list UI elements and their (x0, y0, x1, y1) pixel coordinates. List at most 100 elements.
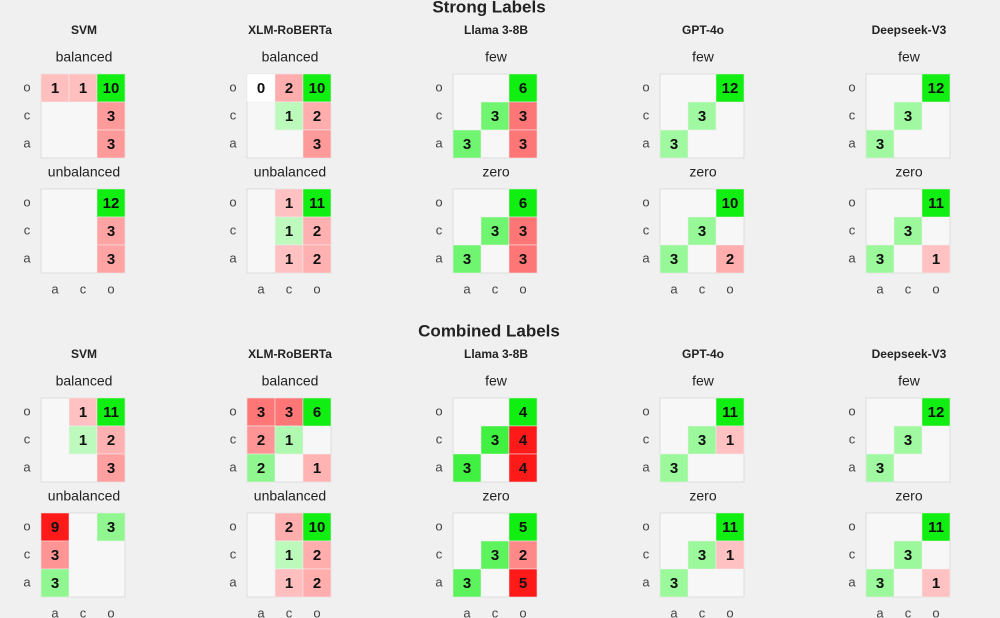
row-label: o (435, 518, 442, 533)
cell-value: 1 (932, 575, 940, 592)
cell (893, 425, 923, 455)
cell-value: 2 (313, 251, 321, 268)
row-label: o (642, 518, 649, 533)
col-label: c (905, 605, 912, 618)
row-label: o (642, 79, 649, 94)
cell (893, 216, 923, 246)
model-name: Llama 3-8B (464, 23, 528, 37)
col-label: a (876, 605, 884, 618)
cell-value: 1 (285, 575, 293, 592)
cell-value: 3 (876, 460, 884, 477)
model-name: GPT-4o (682, 347, 724, 361)
row-label: a (229, 459, 237, 474)
cell-value: 10 (722, 195, 739, 212)
cell (508, 397, 538, 427)
cell-value: 11 (309, 195, 325, 212)
row-label: o (435, 403, 442, 418)
row-label: a (23, 250, 31, 265)
matrix-title: few (898, 373, 921, 389)
matrix-title: balanced (56, 49, 113, 65)
matrix-title: zero (895, 488, 922, 504)
cell-value: 1 (79, 432, 87, 449)
cell (508, 568, 538, 598)
row-label: o (435, 194, 442, 209)
col-label: a (257, 281, 265, 296)
cell (715, 512, 745, 542)
row-label: a (848, 574, 856, 589)
cell-value: 12 (928, 80, 945, 97)
row-label: a (435, 574, 443, 589)
row-label: c (643, 431, 650, 446)
cell-value: 1 (285, 195, 293, 212)
cell (715, 540, 745, 570)
col-label: c (699, 605, 706, 618)
col-label: o (107, 281, 114, 296)
row-label: c (436, 431, 443, 446)
cell-value: 3 (463, 575, 471, 592)
cell-value: 3 (904, 432, 912, 449)
row-label: a (642, 135, 650, 150)
col-label: c (905, 281, 912, 296)
cell (96, 73, 126, 103)
cell (302, 188, 332, 218)
cell (96, 425, 126, 455)
model-name: GPT-4o (682, 23, 724, 37)
cell (865, 129, 895, 159)
cell-value: 0 (257, 80, 265, 97)
cell (508, 129, 538, 159)
col-label: o (726, 281, 733, 296)
row-label: c (24, 222, 31, 237)
cell (246, 453, 276, 483)
cell-value: 3 (491, 547, 499, 564)
cell-value: 3 (107, 223, 115, 240)
cell-value: 3 (463, 251, 471, 268)
col-label: a (463, 281, 471, 296)
cell-value: 2 (726, 251, 734, 268)
cell-value: 4 (519, 460, 528, 477)
cell (508, 453, 538, 483)
col-label: o (519, 605, 526, 618)
cell (921, 512, 951, 542)
matrix-title: zero (689, 488, 716, 504)
cell-value: 1 (313, 460, 321, 477)
model-name: XLM-RoBERTa (248, 23, 332, 37)
row-label: a (848, 135, 856, 150)
cell (921, 188, 951, 218)
cell-value: 3 (107, 519, 115, 536)
row-label: c (436, 107, 443, 122)
cell (865, 453, 895, 483)
cell-value: 3 (698, 108, 706, 125)
row-label: o (23, 403, 30, 418)
cell-value: 2 (257, 460, 265, 477)
row-label: c (436, 546, 443, 561)
cell (715, 73, 745, 103)
cell (302, 244, 332, 274)
cell (452, 244, 482, 274)
row-label: c (849, 431, 856, 446)
model-name: XLM-RoBERTa (248, 347, 332, 361)
cell (715, 397, 745, 427)
cell-value: 2 (313, 575, 321, 592)
col-label: o (932, 281, 939, 296)
section-title: Combined Labels (418, 321, 560, 340)
cell (302, 568, 332, 598)
row-label: o (229, 79, 236, 94)
cell-value: 5 (519, 575, 527, 592)
model-name: SVM (71, 23, 97, 37)
cell-value: 11 (103, 404, 119, 421)
cell-value: 1 (285, 547, 293, 564)
cell-value: 12 (103, 195, 120, 212)
cell-value: 1 (726, 547, 734, 564)
cell (40, 540, 70, 570)
matrix-title: zero (895, 164, 922, 180)
row-label: c (643, 107, 650, 122)
cell-value: 3 (904, 223, 912, 240)
cell-value: 3 (876, 575, 884, 592)
cell-value: 3 (670, 251, 678, 268)
cell (659, 244, 689, 274)
col-label: c (80, 605, 87, 618)
cell (865, 244, 895, 274)
cell (302, 540, 332, 570)
cell (687, 216, 717, 246)
cell (659, 129, 689, 159)
